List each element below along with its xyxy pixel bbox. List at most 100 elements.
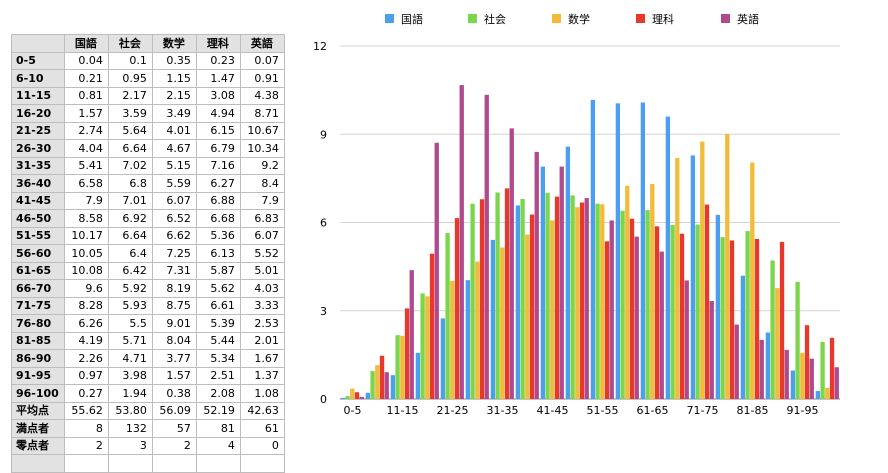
legend-label: 数学 (568, 12, 590, 26)
bar-3-16-20 (425, 296, 430, 399)
table-cell: 10.08 (63, 261, 109, 280)
table-cell (107, 454, 153, 473)
table-cell: 61 (239, 419, 285, 438)
table-cell: 1.57 (63, 104, 109, 123)
table-cell: 3 (107, 436, 153, 455)
table-cell: 2.53 (239, 314, 285, 333)
bar-4-71-75 (704, 204, 710, 399)
table-cell: 5.87 (195, 261, 241, 280)
row-label: 21-25 (11, 121, 65, 140)
table-cell: 6.62 (151, 226, 197, 245)
bar-2-21-25 (445, 233, 450, 399)
x-tick-label: 51-55 (587, 404, 619, 417)
table-cell: 2.51 (195, 366, 241, 385)
legend-swatch (385, 14, 394, 23)
table-cell: 1.67 (239, 349, 285, 368)
bar-5-86-90 (784, 349, 789, 399)
table-cell: 6.26 (63, 314, 109, 333)
table-cell: 6.4 (107, 244, 153, 263)
table-row: 26-30 4.04 6.64 4.67 6.79 10.34 (11, 139, 285, 158)
chart-bars (340, 85, 839, 400)
column-header: 社会 (107, 34, 153, 53)
table-cell: 6.52 (151, 209, 197, 228)
table-cell (239, 454, 285, 473)
bar-4-46-50 (579, 202, 585, 399)
table-header-row: 国語 社会 数学 理科 英語 (11, 34, 285, 53)
y-tick-label: 6 (320, 217, 327, 230)
table-row: 46-50 8.58 6.92 6.52 6.68 6.83 (11, 209, 285, 228)
legend-item: 国語 (385, 12, 423, 26)
table-cell: 2.74 (63, 121, 109, 140)
bar-2-71-75 (695, 224, 700, 399)
bar-5-26-30 (484, 94, 489, 399)
table-cell: 53.80 (107, 401, 153, 420)
table-cell: 6.58 (63, 174, 109, 193)
bar-5-66-70 (684, 280, 689, 399)
table-cell: 6.61 (195, 296, 241, 315)
row-label: 6-10 (11, 69, 65, 88)
legend-swatch (721, 14, 730, 23)
column-header: 国語 (63, 34, 109, 53)
bar-1-11-15 (390, 375, 396, 399)
chart-legend: 国語 社会 数学 理科 英語 (385, 12, 759, 26)
legend-item: 社会 (468, 12, 506, 26)
bar-3-81-85 (750, 162, 755, 399)
table-cell: 0.1 (107, 51, 153, 70)
table-cell: 81 (195, 419, 241, 438)
row-label: 36-40 (11, 174, 65, 193)
table-row: 71-75 8.28 5.93 8.75 6.61 3.33 (11, 296, 285, 315)
bar-2-86-90 (770, 260, 775, 399)
table-cell: 6.27 (195, 174, 241, 193)
row-label: 71-75 (11, 296, 65, 315)
bar-1-66-70 (665, 116, 671, 399)
table-cell: 132 (107, 419, 153, 438)
bar-5-91-95 (809, 358, 814, 399)
table-cell: 0.21 (63, 69, 109, 88)
table-cell (151, 454, 197, 473)
row-label: 11-15 (11, 86, 65, 105)
bar-chart: 国語 社会 数学 理科 英語 0 3 6 9 12 0-5 11-15 21-25 31-35 41-4… (313, 12, 840, 417)
table-cell: 7.02 (107, 156, 153, 175)
table-cell: 9.2 (239, 156, 285, 175)
table-cell: 1.08 (239, 384, 285, 403)
bar-4-86-90 (779, 241, 785, 399)
x-tick-label: 21-25 (437, 404, 469, 417)
table-cell: 1.15 (151, 69, 197, 88)
table-cell: 6.07 (239, 226, 285, 245)
table-cell: 4.71 (107, 349, 153, 368)
bar-3-41-45 (550, 220, 555, 399)
table-cell: 7.9 (63, 191, 109, 210)
table-cell: 10.05 (63, 244, 109, 263)
row-label: 91-95 (11, 366, 65, 385)
row-label: 16-20 (11, 104, 65, 123)
bar-2-36-40 (520, 198, 525, 399)
table-cell: 6.42 (107, 261, 153, 280)
table-row: 86-90 2.26 4.71 3.77 5.34 1.67 (11, 349, 285, 368)
table-row: 56-60 10.05 6.4 7.25 6.13 5.52 (11, 244, 285, 263)
bar-2-26-30 (470, 203, 475, 399)
legend-item: 数学 (552, 12, 590, 26)
y-tick-label: 12 (313, 40, 327, 53)
bar-2-31-35 (495, 192, 500, 399)
table-cell: 4.94 (195, 104, 241, 123)
table-cell: 7.31 (151, 261, 197, 280)
score-distribution-table: 国語 社会 数学 理科 英語 0-5 0.04 0.1 0.35 0.23 0.07 6-10 0.21… (11, 34, 285, 473)
bar-4-36-40 (529, 214, 535, 399)
bar-5-76-80 (734, 324, 739, 399)
bar-3-91-95 (800, 352, 805, 399)
bar-3-0-5 (350, 388, 355, 399)
row-label: 61-65 (11, 261, 65, 280)
row-label: 41-45 (11, 191, 65, 210)
bar-3-11-15 (400, 335, 405, 399)
bar-4-91-95 (804, 325, 810, 399)
bar-4-16-20 (429, 253, 435, 399)
bar-1-26-30 (465, 280, 471, 399)
table-cell: 5.39 (195, 314, 241, 333)
legend-item: 英語 (721, 12, 759, 26)
table-cell: 3.08 (195, 86, 241, 105)
bar-4-51-55 (604, 241, 610, 399)
table-row: 96-100 0.27 1.94 0.38 2.08 1.08 (11, 384, 285, 403)
bar-3-6-10 (375, 365, 380, 399)
table-cell: 2.01 (239, 331, 285, 350)
y-tick-label: 0 (320, 393, 327, 406)
